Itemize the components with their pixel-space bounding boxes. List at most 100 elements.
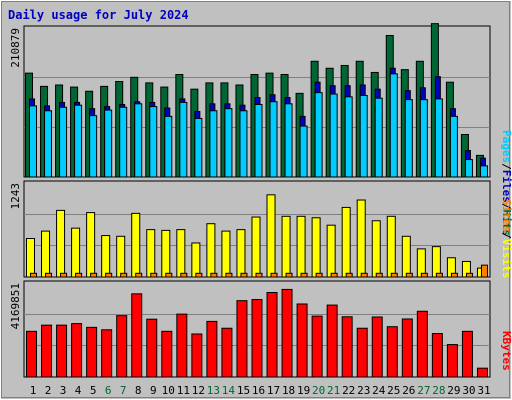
bar-sites [75,272,83,278]
legend-visits: Visits [500,239,512,279]
legend-pages: Pages [500,130,512,163]
bar-sites [390,272,398,278]
bar-visits [131,212,141,278]
bar-pages [239,110,248,178]
bar-kbytes [311,315,323,378]
bar-pages [29,105,37,178]
x-tick-label: 2 [45,384,52,397]
bar-pages [359,94,368,178]
bar-sites [405,272,413,278]
x-tick-label: 20 [312,384,325,397]
x-tick-label: 3 [60,384,67,397]
bar-kbytes [161,330,173,378]
bar-sites [315,272,323,278]
bar-kbytes [416,310,428,378]
bar-visits [161,229,171,278]
bar-visits [191,242,201,278]
bar-sites [465,272,473,278]
bar-pages [164,115,173,178]
y-max-label: 210879 [9,28,22,68]
bar-kbytes [296,303,308,378]
bar-visits [326,224,336,278]
bar-sites [450,272,458,278]
x-tick-label: 29 [447,384,460,397]
legend-separator: / [500,163,512,170]
bar-pages [404,99,413,178]
bar-kbytes [101,329,113,378]
bar-visits [311,217,321,278]
legend-sites-visits: Sites/Visits [500,199,512,279]
bar-sites [45,272,53,278]
bar-kbytes [356,327,368,378]
bar-pages [479,165,488,178]
bar-kbytes [401,318,413,378]
bar-kbytes [326,304,338,378]
bar-sites [120,272,128,278]
bar-pages [419,99,428,178]
bar-kbytes [341,316,353,378]
x-tick-label: 27 [417,384,430,397]
x-tick-label: 7 [120,384,127,397]
bar-pages [134,103,143,178]
legend-separator: / [500,232,512,239]
bar-sites [135,272,143,278]
bar-kbytes [446,344,458,378]
bar-pages [464,159,473,178]
bar-sites [300,272,308,278]
bar-visits [431,246,441,278]
bar-sites [345,272,353,278]
bar-kbytes [251,299,263,378]
bar-visits [56,209,66,278]
bar-pages [44,110,53,178]
bar-visits [146,229,156,278]
bar-visits [236,229,246,278]
bar-sites [195,272,203,278]
x-tick-label: 14 [222,384,236,397]
bar-pages [449,115,458,178]
x-tick-label: 9 [150,384,157,397]
bar-sites [180,272,188,278]
x-tick-label: 25 [387,384,400,397]
bar-sites [150,272,158,278]
bar-sites [255,272,263,278]
bar-pages [344,96,353,178]
bar-visits [116,235,126,278]
x-tick-label: 1 [30,384,37,397]
bar-sites [360,272,368,278]
x-tick-label: 19 [297,384,310,397]
bar-sites [225,272,233,278]
chart-title: Daily usage for July 2024 [8,8,189,22]
bar-pages [149,106,158,178]
bar-visits [71,227,81,278]
y-max-label: 4169851 [9,283,22,329]
bar-kbytes [131,293,143,378]
bar-visits [416,248,426,278]
bar-kbytes [56,324,68,378]
x-tick-label: 8 [135,384,142,397]
bar-pages [74,104,83,178]
x-tick-label: 30 [462,384,475,397]
bar-sites [435,272,443,278]
x-tick-label: 4 [75,384,82,397]
bar-pages [179,101,188,178]
bar-visits [176,229,186,278]
x-tick-label: 12 [192,384,205,397]
x-tick-label: 10 [162,384,175,397]
bar-sites [480,264,488,278]
bar-kbytes [431,333,443,378]
bar-visits [206,223,216,278]
bar-pages [119,106,128,178]
legend-separator: / [500,203,512,210]
bar-kbytes [116,315,128,378]
bar-kbytes [206,320,218,378]
x-tick-label: 13 [207,384,220,397]
bar-visits [296,215,306,278]
bar-sites [90,272,98,278]
bar-kbytes [191,333,203,378]
bar-pages [194,117,203,178]
bar-visits [266,194,276,278]
legend-kbytes-label: KBytes [500,331,512,371]
